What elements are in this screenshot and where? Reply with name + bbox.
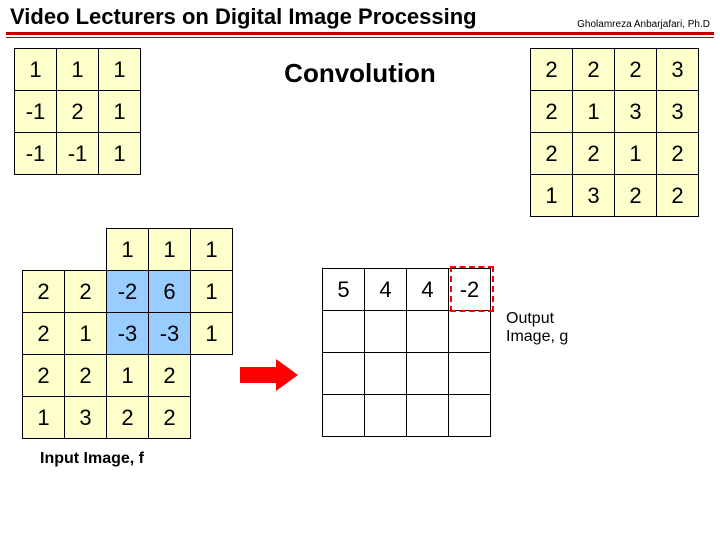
output-cell bbox=[407, 395, 449, 437]
section-title: Convolution bbox=[284, 58, 436, 89]
right-cell: 2 bbox=[531, 49, 573, 91]
input-cell: 1 bbox=[191, 271, 233, 313]
input-label: Input Image, f bbox=[40, 450, 144, 468]
input-cell: 2 bbox=[107, 397, 149, 439]
output-cell bbox=[407, 311, 449, 353]
right-cell: 3 bbox=[573, 175, 615, 217]
right-grid: 2223 2133 2212 1322 bbox=[530, 48, 699, 217]
right-cell: 3 bbox=[657, 91, 699, 133]
kernel-cell: 1 bbox=[99, 133, 141, 175]
right-cell: 1 bbox=[573, 91, 615, 133]
output-cell: 4 bbox=[365, 269, 407, 311]
output-cell bbox=[323, 353, 365, 395]
input-cell: 2 bbox=[149, 355, 191, 397]
right-cell: 3 bbox=[657, 49, 699, 91]
input-cell: 2 bbox=[149, 397, 191, 439]
output-cell bbox=[449, 353, 491, 395]
input-cell bbox=[191, 397, 233, 439]
input-cell: 1 bbox=[65, 313, 107, 355]
kernel-cell: 1 bbox=[99, 91, 141, 133]
right-cell: 2 bbox=[615, 175, 657, 217]
kernel-cell: 1 bbox=[57, 49, 99, 91]
input-cell: 3 bbox=[65, 397, 107, 439]
input-cell: 1 bbox=[107, 229, 149, 271]
right-cell: 2 bbox=[657, 175, 699, 217]
rule-thin bbox=[6, 37, 714, 38]
right-cell: 2 bbox=[531, 91, 573, 133]
output-label: Output Image, g bbox=[506, 310, 568, 346]
input-cell bbox=[191, 355, 233, 397]
kernel-cell: -1 bbox=[15, 133, 57, 175]
right-cell: 1 bbox=[615, 133, 657, 175]
output-cell bbox=[323, 311, 365, 353]
input-cell bbox=[23, 229, 65, 271]
right-cell: 2 bbox=[573, 133, 615, 175]
input-cell: 2 bbox=[23, 271, 65, 313]
input-cell: 2 bbox=[23, 355, 65, 397]
input-cell: -3 bbox=[107, 313, 149, 355]
right-cell: 2 bbox=[657, 133, 699, 175]
kernel-cell: -1 bbox=[15, 91, 57, 133]
page-title: Video Lecturers on Digital Image Process… bbox=[10, 4, 477, 30]
input-cell: 2 bbox=[65, 271, 107, 313]
arrow-icon bbox=[276, 359, 298, 391]
right-cell: 2 bbox=[531, 133, 573, 175]
input-cell: 2 bbox=[65, 355, 107, 397]
output-cell bbox=[407, 353, 449, 395]
output-cell bbox=[323, 395, 365, 437]
kernel-cell: 2 bbox=[57, 91, 99, 133]
input-cell: 1 bbox=[149, 229, 191, 271]
input-cell: 1 bbox=[23, 397, 65, 439]
input-cell: 1 bbox=[191, 229, 233, 271]
output-cell bbox=[449, 311, 491, 353]
output-cell bbox=[365, 311, 407, 353]
right-cell: 2 bbox=[615, 49, 657, 91]
output-cell: -2 bbox=[449, 269, 491, 311]
output-cell bbox=[449, 395, 491, 437]
output-cell: 4 bbox=[407, 269, 449, 311]
input-cell: -2 bbox=[107, 271, 149, 313]
input-cell: -3 bbox=[149, 313, 191, 355]
right-cell: 3 bbox=[615, 91, 657, 133]
rule-thick bbox=[6, 32, 714, 35]
output-grid: 544-2 bbox=[322, 268, 491, 437]
kernel-cell: 1 bbox=[15, 49, 57, 91]
input-grid: 1 1 1 2 2 -2 6 1 2 1 -3 -3 1 2 2 1 2 1 3… bbox=[22, 228, 233, 439]
kernel-grid: 111 -121 -1-11 bbox=[14, 48, 141, 175]
output-cell: 5 bbox=[323, 269, 365, 311]
kernel-cell: 1 bbox=[99, 49, 141, 91]
input-cell: 1 bbox=[107, 355, 149, 397]
arrow-body bbox=[240, 367, 276, 383]
input-cell: 2 bbox=[23, 313, 65, 355]
output-cell bbox=[365, 353, 407, 395]
kernel-cell: -1 bbox=[57, 133, 99, 175]
input-cell: 6 bbox=[149, 271, 191, 313]
right-cell: 1 bbox=[531, 175, 573, 217]
output-cell bbox=[365, 395, 407, 437]
author: Gholamreza Anbarjafari, Ph.D bbox=[577, 19, 710, 30]
input-cell: 1 bbox=[191, 313, 233, 355]
right-cell: 2 bbox=[573, 49, 615, 91]
input-cell bbox=[65, 229, 107, 271]
